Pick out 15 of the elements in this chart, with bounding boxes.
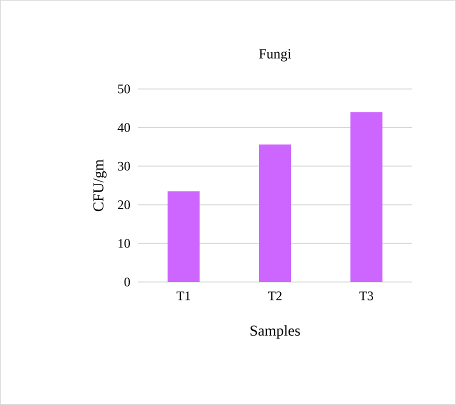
bar — [259, 144, 292, 282]
x-tick-label: T2 — [268, 292, 282, 300]
x-tick-label: T1 — [176, 292, 190, 300]
y-tick-label: 20 — [118, 200, 130, 210]
x-tick-label: T3 — [359, 292, 374, 300]
bar — [350, 112, 382, 282]
y-tick-label: 10 — [118, 239, 130, 248]
y-tick-label: 30 — [118, 162, 130, 171]
chart-title: Fungi — [259, 49, 292, 62]
x-axis-title: Samples — [250, 325, 300, 339]
y-axis-title: CFU/gm — [93, 159, 107, 212]
y-tick-label: 0 — [124, 278, 130, 286]
y-tick-label: 40 — [118, 123, 130, 132]
y-tick-label: 50 — [118, 84, 130, 94]
bar — [168, 191, 200, 282]
